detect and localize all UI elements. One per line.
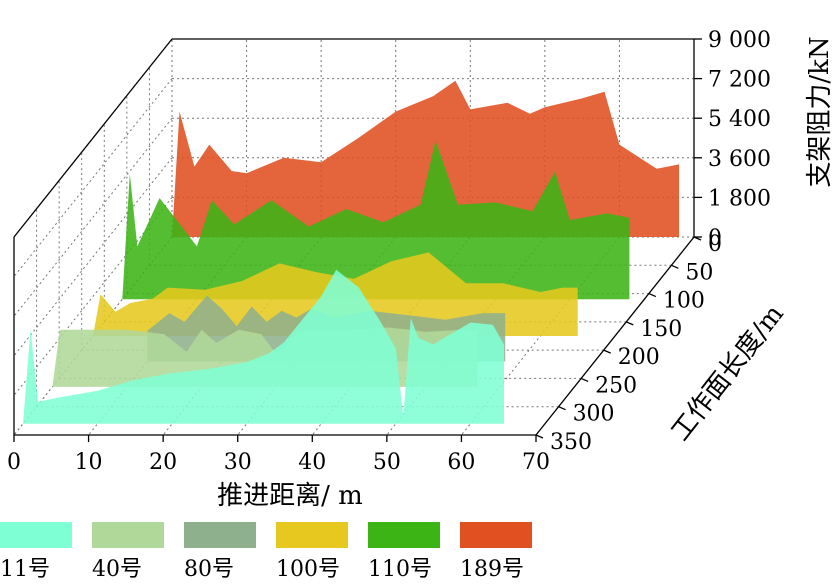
- z-axis-title: 支架阻力/kN: [805, 36, 835, 187]
- depth-tick-label: 300: [573, 402, 615, 427]
- depth-tick-mark: [648, 292, 657, 298]
- depth-tick-mark: [671, 264, 679, 269]
- z-tick-label: 0: [708, 226, 722, 251]
- x-tick-label: 10: [75, 450, 103, 475]
- x-tick-label: 50: [373, 450, 401, 475]
- depth-tick-mark: [535, 434, 544, 439]
- legend-item: 100号: [276, 519, 366, 583]
- legend-item: 110号: [368, 519, 458, 583]
- series-layer: [23, 80, 680, 424]
- depth-tick-mark: [626, 321, 634, 326]
- x-tick-label: 30: [224, 450, 252, 475]
- legend-label: 100号: [276, 557, 340, 582]
- x-tick-label: 20: [149, 450, 177, 475]
- x-axis-title: 推进距离/ m: [217, 481, 363, 511]
- legend-label: 11号: [0, 557, 50, 582]
- top-left-edge-line: [13, 38, 173, 238]
- depth-tick-label: 350: [550, 430, 592, 455]
- depth-axis-line: [535, 236, 695, 436]
- legend-swatch: [184, 522, 256, 548]
- z-tick-label: 9 000: [708, 28, 771, 53]
- legend-swatch: [368, 522, 440, 548]
- grid-line-left-z: [13, 197, 173, 396]
- z-tick-label: 7 200: [708, 68, 771, 93]
- legend-label: 80号: [184, 557, 234, 582]
- x-tick-label: 60: [447, 450, 475, 475]
- series-area-11号: [23, 269, 504, 424]
- legend-item: 189号: [460, 519, 550, 583]
- z-tick-label: 3 600: [708, 147, 771, 172]
- depth-tick-label: 0: [708, 232, 722, 257]
- depth-tick-label: 100: [663, 289, 705, 314]
- depth-tick-mark: [558, 406, 566, 411]
- legend-label: 189号: [460, 557, 524, 582]
- x-tick-label: 70: [522, 450, 550, 475]
- x-tick-label: 40: [298, 450, 326, 475]
- grid-line-left-z: [13, 117, 173, 317]
- series-area-110号: [122, 140, 630, 300]
- legend-swatch: [460, 522, 532, 548]
- depth-tick-label: 200: [618, 345, 660, 370]
- chart-3d-area: 0 10 20 30 40 50 60 70 0 50 100 150 200 250 300 350 0 1 8…: [7, 28, 835, 511]
- z-tick-label: 5 400: [708, 107, 771, 132]
- grid-line-left-z: [13, 78, 173, 277]
- legend-item: 40号: [92, 519, 182, 583]
- z-tick-label: 1 800: [708, 186, 771, 211]
- depth-tick-mark: [580, 377, 589, 383]
- depth-tick-mark: [603, 349, 611, 354]
- axes-layer: [13, 38, 702, 442]
- depth-axis-title: 工作面长度/m: [666, 299, 790, 446]
- legend-label: 110号: [368, 557, 432, 582]
- legend-item: 11号: [0, 519, 90, 583]
- legend-swatch: [0, 522, 72, 548]
- depth-tick-label: 250: [595, 373, 637, 398]
- grid-line-left-z: [13, 157, 173, 357]
- legend-swatch: [92, 522, 164, 548]
- legend-label: 40号: [92, 557, 142, 582]
- x-tick-label: 0: [7, 450, 21, 475]
- depth-tick-label: 50: [685, 260, 713, 285]
- legend-item: 80号: [184, 519, 274, 583]
- legend: 11号 40号 80号 100号 110号 189号: [0, 519, 838, 583]
- depth-tick-label: 150: [640, 317, 682, 342]
- legend-swatch: [276, 522, 348, 548]
